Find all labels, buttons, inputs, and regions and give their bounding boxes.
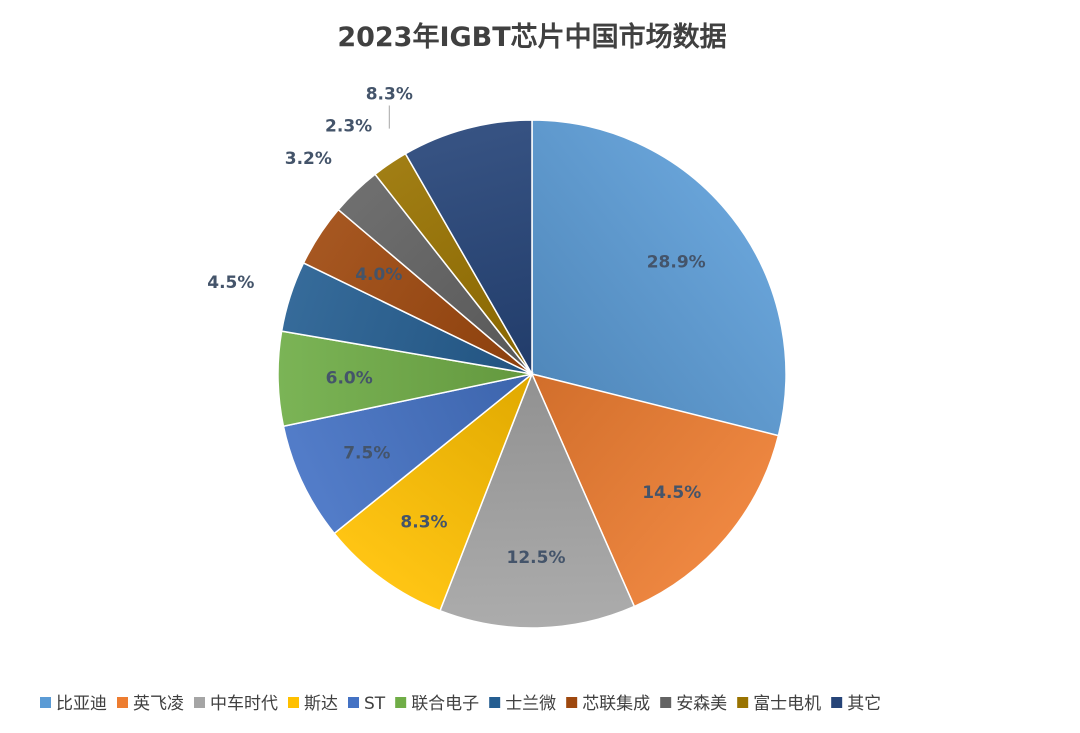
legend-label-9: 安森美 <box>676 694 727 714</box>
data-label-10: 2.3% <box>325 116 372 136</box>
legend-swatch-5 <box>348 697 359 708</box>
data-label-3: 12.5% <box>507 548 566 568</box>
legend-swatch-11 <box>831 697 843 708</box>
legend-swatch-6 <box>395 697 407 708</box>
legend-label-6: 联合电子 <box>411 694 479 714</box>
slice-11 <box>404 119 533 377</box>
data-label-5: 7.5% <box>343 443 390 463</box>
legend-label-2: 英飞凌 <box>133 694 184 714</box>
slice-4 <box>333 371 534 612</box>
legend-label-1: 比亚迪 <box>56 694 107 714</box>
data-label-11: 8.3% <box>366 85 413 105</box>
data-label-7: 4.5% <box>207 273 254 293</box>
legend-swatch-9 <box>660 697 672 708</box>
slice-1 <box>531 119 787 437</box>
data-labels: 28.9% 14.5% 12.5% 8.3% 7.5% 6.0% 4.5% 4.0% 3.2% 2… <box>207 85 705 568</box>
data-label-4: 8.3% <box>400 513 447 533</box>
legend-label-4: 斯达 <box>304 694 338 714</box>
data-label-2: 14.5% <box>642 483 701 503</box>
legend-label-10: 富士电机 <box>753 694 821 714</box>
slice-3 <box>439 372 636 629</box>
pie-slices <box>277 119 787 629</box>
data-label-1: 28.9% <box>647 253 706 273</box>
legend-label-5: ST <box>364 694 386 714</box>
legend-label-3: 中车时代 <box>210 694 278 714</box>
legend-swatch-4 <box>288 697 299 708</box>
chart-title: 2023年IGBT芯片中国市场数据 <box>337 21 726 53</box>
legend-swatch-3 <box>194 697 205 708</box>
slice-2 <box>530 372 780 608</box>
legend-label-8: 芯联集成 <box>582 694 650 714</box>
data-label-9: 3.2% <box>285 149 332 169</box>
data-label-6: 6.0% <box>326 368 373 388</box>
legend-swatch-8 <box>566 697 578 708</box>
legend: 比亚迪 英飞凌 中车时代 斯达 ST 联合电子 士兰微 芯联集成 安森美 富士电机 其它 <box>40 694 881 714</box>
legend-swatch-2 <box>117 697 128 708</box>
legend-swatch-1 <box>40 697 51 708</box>
legend-swatch-10 <box>737 697 749 708</box>
legend-swatch-7 <box>489 697 501 708</box>
legend-label-11: 其它 <box>847 694 881 714</box>
data-label-8: 4.0% <box>355 265 402 285</box>
legend-label-7: 士兰微 <box>505 694 556 714</box>
